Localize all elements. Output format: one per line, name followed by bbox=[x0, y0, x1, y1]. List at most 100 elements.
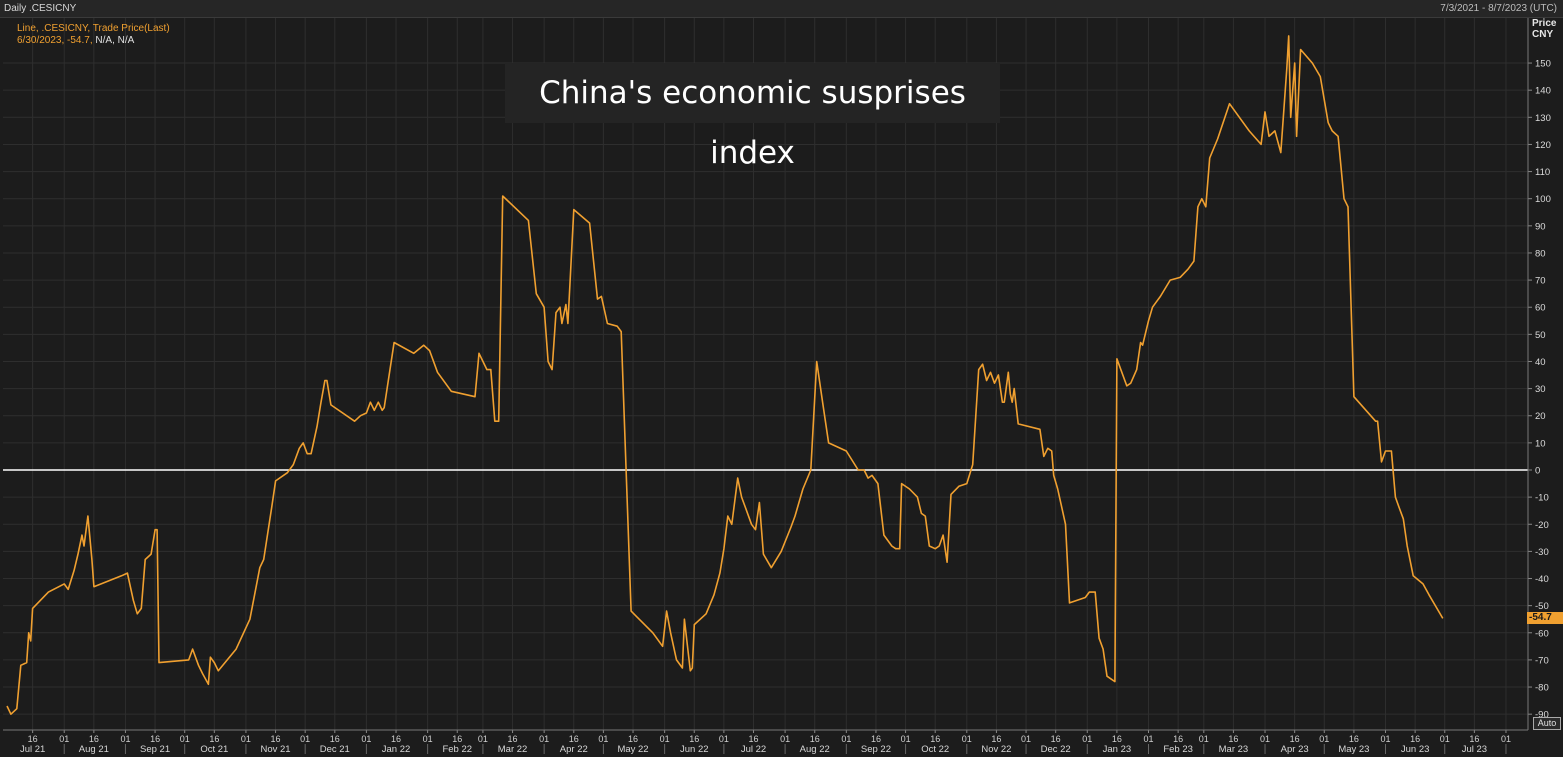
x-day-tick-label: 01 bbox=[1319, 734, 1329, 744]
x-month-tick-label: Jan 22 bbox=[382, 744, 411, 755]
x-day-tick-label: 16 bbox=[871, 734, 881, 744]
x-day-tick-label: 01 bbox=[478, 734, 488, 744]
x-month-tick-label: Apr 23 bbox=[1281, 744, 1309, 755]
y-tick-label: 50 bbox=[1535, 330, 1546, 341]
x-day-tick-label: 16 bbox=[28, 734, 38, 744]
x-month-tick-label: Mar 22 bbox=[498, 744, 528, 755]
x-day-tick-label: 01 bbox=[901, 734, 911, 744]
x-month-tick-label: Aug 22 bbox=[800, 744, 830, 755]
y-tick-label: 10 bbox=[1535, 438, 1546, 449]
y-tick-label: 130 bbox=[1535, 113, 1551, 124]
x-day-tick-label: 16 bbox=[508, 734, 518, 744]
x-day-tick-label: 01 bbox=[1021, 734, 1031, 744]
x-month-tick-label: Nov 22 bbox=[981, 744, 1011, 755]
x-month-tick-label: Dec 21 bbox=[320, 744, 350, 755]
y-tick-label: -60 bbox=[1535, 628, 1549, 639]
series-legend: Line, .CESICNY, Trade Price(Last) 6/30/2… bbox=[17, 23, 170, 47]
x-month-tick-label: Oct 22 bbox=[921, 744, 949, 755]
x-day-tick-label: 01 bbox=[1143, 734, 1153, 744]
x-day-tick-label: 01 bbox=[59, 734, 69, 744]
y-tick-label: 140 bbox=[1535, 86, 1551, 97]
x-axis-month-tick-labels: Jul 21 Aug 21 Sep 21 Oct 21 Nov 21 Dec 21 Jan … bbox=[20, 744, 1507, 755]
y-axis-unit-label: Price CNY bbox=[1532, 18, 1556, 40]
x-month-tick-label: Feb 22 bbox=[442, 744, 472, 755]
x-day-tick-label: 16 bbox=[689, 734, 699, 744]
y-tick-label: 60 bbox=[1535, 303, 1546, 314]
x-day-tick-label: 16 bbox=[569, 734, 579, 744]
x-day-tick-label: 16 bbox=[628, 734, 638, 744]
x-day-tick-label: 01 bbox=[841, 734, 851, 744]
x-day-tick-label: 16 bbox=[1349, 734, 1359, 744]
x-month-tick-label: Aug 21 bbox=[79, 744, 109, 755]
x-day-tick-label: 01 bbox=[361, 734, 371, 744]
x-month-tick-label: May 22 bbox=[617, 744, 648, 755]
x-day-tick-label: 01 bbox=[780, 734, 790, 744]
y-tick-label: 0 bbox=[1535, 466, 1540, 477]
x-month-tick-label: Jul 21 bbox=[20, 744, 45, 755]
y-tick-label: 150 bbox=[1535, 59, 1551, 70]
y-axis-tick-labels: 1501401301201101009080706050403020100-10… bbox=[1528, 59, 1551, 721]
x-day-tick-label: 16 bbox=[1051, 734, 1061, 744]
x-month-tick-label: Feb 23 bbox=[1163, 744, 1193, 755]
y-tick-label: -80 bbox=[1535, 683, 1549, 694]
x-day-tick-label: 01 bbox=[1380, 734, 1390, 744]
legend-series-description: Line, .CESICNY, Trade Price(Last) bbox=[17, 23, 170, 34]
x-day-tick-label: 16 bbox=[1112, 734, 1122, 744]
y-tick-label: 20 bbox=[1535, 411, 1546, 422]
y-tick-label: -10 bbox=[1535, 493, 1549, 504]
legend-last-value-row: 6/30/2023, -54.7, N/A, N/A bbox=[17, 35, 170, 47]
x-day-tick-label: 01 bbox=[120, 734, 130, 744]
x-month-tick-label: Oct 21 bbox=[200, 744, 228, 755]
x-day-tick-label: 16 bbox=[452, 734, 462, 744]
chart-header-bar: Daily .CESICNY 7/3/2021 - 8/7/2023 (UTC) bbox=[0, 0, 1563, 18]
last-value-badge: -54.7 bbox=[1527, 612, 1563, 624]
x-month-tick-label: Jul 22 bbox=[741, 744, 766, 755]
x-month-tick-label: Jun 23 bbox=[1401, 744, 1430, 755]
x-month-tick-label: Jul 23 bbox=[1462, 744, 1487, 755]
x-day-tick-label: 01 bbox=[423, 734, 433, 744]
x-axis-day-tick-labels: 16 01 16 01 16 01 16 01 16 01 16 01 16 01 16 01 16 01 16 01… bbox=[28, 730, 1511, 744]
y-tick-label: -40 bbox=[1535, 574, 1549, 585]
y-tick-label: 40 bbox=[1535, 357, 1546, 368]
x-day-tick-label: 01 bbox=[719, 734, 729, 744]
x-day-tick-label: 16 bbox=[209, 734, 219, 744]
x-day-tick-label: 16 bbox=[391, 734, 401, 744]
y-tick-label: 110 bbox=[1535, 167, 1550, 178]
x-day-tick-label: 01 bbox=[1260, 734, 1270, 744]
vertical-gridlines bbox=[32, 18, 1507, 730]
x-month-tick-label: May 23 bbox=[1338, 744, 1369, 755]
date-range-label[interactable]: 7/3/2021 - 8/7/2023 (UTC) bbox=[1440, 3, 1557, 14]
y-tick-label: -30 bbox=[1535, 547, 1549, 558]
x-day-tick-label: 01 bbox=[598, 734, 608, 744]
x-day-tick-label: 01 bbox=[1199, 734, 1209, 744]
auto-scale-button[interactable]: Auto bbox=[1533, 717, 1561, 730]
chart-instrument-label: Daily .CESICNY bbox=[4, 3, 77, 14]
x-day-tick-label: 01 bbox=[1501, 734, 1511, 744]
x-day-tick-label: 16 bbox=[1290, 734, 1300, 744]
x-day-tick-label: 16 bbox=[1469, 734, 1479, 744]
y-axis-unit-currency: CNY bbox=[1532, 29, 1554, 40]
y-tick-label: -70 bbox=[1535, 655, 1549, 666]
x-day-tick-label: 16 bbox=[810, 734, 820, 744]
x-month-tick-label: Sep 21 bbox=[140, 744, 170, 755]
x-day-tick-label: 16 bbox=[748, 734, 758, 744]
x-day-tick-label: 16 bbox=[991, 734, 1001, 744]
y-tick-label: 30 bbox=[1535, 384, 1546, 395]
y-tick-label: 70 bbox=[1535, 276, 1546, 287]
x-day-tick-label: 01 bbox=[660, 734, 670, 744]
x-day-tick-label: 16 bbox=[330, 734, 340, 744]
x-day-tick-label: 16 bbox=[1173, 734, 1183, 744]
x-month-tick-label: Dec 22 bbox=[1041, 744, 1071, 755]
y-tick-label: 90 bbox=[1535, 221, 1546, 232]
y-tick-label: 120 bbox=[1535, 140, 1551, 151]
x-day-tick-label: 16 bbox=[89, 734, 99, 744]
x-day-tick-label: 01 bbox=[1440, 734, 1450, 744]
x-day-tick-label: 16 bbox=[271, 734, 281, 744]
horizontal-gridlines bbox=[3, 62, 1528, 715]
y-tick-label: -90 bbox=[1535, 710, 1549, 721]
legend-last-value: 6/30/2023, -54.7, bbox=[17, 35, 93, 46]
legend-na-values: N/A, N/A bbox=[95, 35, 135, 46]
series-line-cesicny[interactable] bbox=[6, 35, 1444, 716]
x-day-tick-label: 01 bbox=[300, 734, 310, 744]
